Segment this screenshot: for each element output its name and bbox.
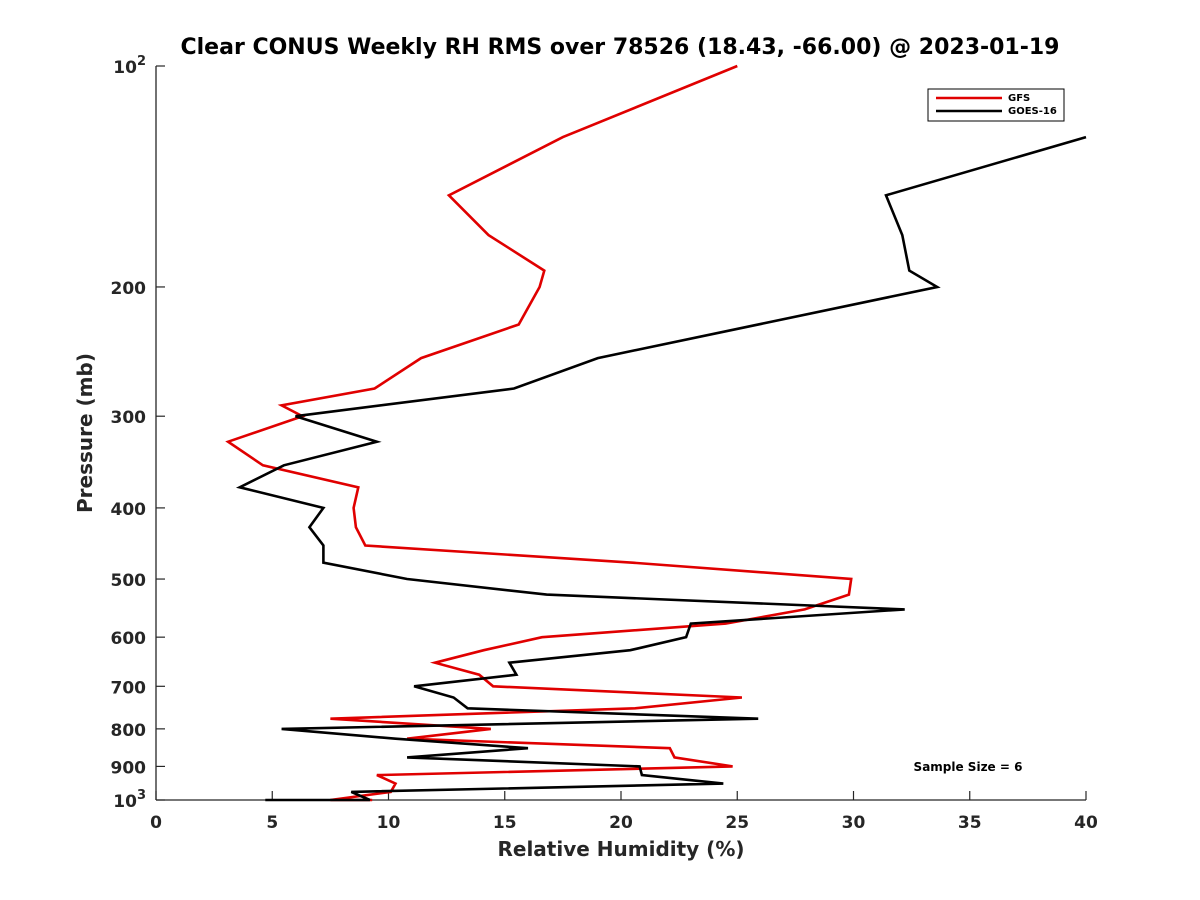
y-tick-base: 300 bbox=[111, 408, 147, 428]
y-tick-base: 10 bbox=[113, 58, 137, 78]
chart-title: Clear CONUS Weekly RH RMS over 78526 (18… bbox=[181, 35, 1060, 60]
series-lines bbox=[225, 64, 1087, 802]
y-tick-label: 900 bbox=[111, 758, 147, 778]
legend-box bbox=[927, 88, 1065, 122]
y-tick-label: 300 bbox=[111, 408, 147, 428]
y-tick-label: 800 bbox=[111, 721, 147, 741]
y-tick-label: 600 bbox=[111, 629, 147, 649]
y-tick-label: 400 bbox=[111, 500, 147, 520]
y-tick-label: 102 bbox=[113, 54, 146, 78]
y-tick-base: 700 bbox=[111, 678, 147, 698]
y-tick-base: 400 bbox=[111, 500, 147, 520]
y-tick-exponent: 3 bbox=[137, 788, 146, 803]
x-axis-label: Relative Humidity (%) bbox=[497, 837, 744, 861]
legend-label-goes16: GOES-16 bbox=[1008, 106, 1057, 117]
series-line-gfs bbox=[225, 64, 853, 802]
series-line-goes16 bbox=[235, 135, 1087, 802]
y-tick-base: 800 bbox=[111, 721, 147, 741]
x-tick-label: 0 bbox=[150, 813, 162, 833]
x-tick-label: 5 bbox=[266, 813, 278, 833]
x-tick-label: 10 bbox=[377, 813, 401, 833]
y-tick-base: 600 bbox=[111, 629, 147, 649]
y-tick-exponent: 2 bbox=[137, 54, 146, 69]
x-tick-label: 30 bbox=[842, 813, 866, 833]
x-tick-label: 15 bbox=[493, 813, 517, 833]
y-tick-base: 500 bbox=[111, 571, 147, 591]
x-tick-label: 20 bbox=[609, 813, 633, 833]
y-tick-base: 10 bbox=[113, 792, 137, 812]
legend: GFS GOES-16 bbox=[927, 88, 1065, 122]
y-tick-label: 200 bbox=[111, 279, 147, 299]
y-tick-label: 500 bbox=[111, 571, 147, 591]
x-tick-label: 25 bbox=[725, 813, 749, 833]
y-tick-base: 900 bbox=[111, 758, 147, 778]
plot-area bbox=[156, 66, 1086, 800]
x-tick-label: 35 bbox=[958, 813, 982, 833]
sample-size-annotation: Sample Size = 6 bbox=[914, 760, 1023, 774]
y-tick-base: 200 bbox=[111, 279, 147, 299]
x-tick-label: 40 bbox=[1074, 813, 1098, 833]
y-tick-label: 103 bbox=[113, 788, 146, 812]
y-tick-label: 700 bbox=[111, 678, 147, 698]
x-ticks: 0 5 10 15 20 25 30 35 40 bbox=[150, 791, 1098, 833]
y-axis-label: Pressure (mb) bbox=[73, 353, 97, 513]
legend-label-gfs: GFS bbox=[1008, 93, 1030, 104]
